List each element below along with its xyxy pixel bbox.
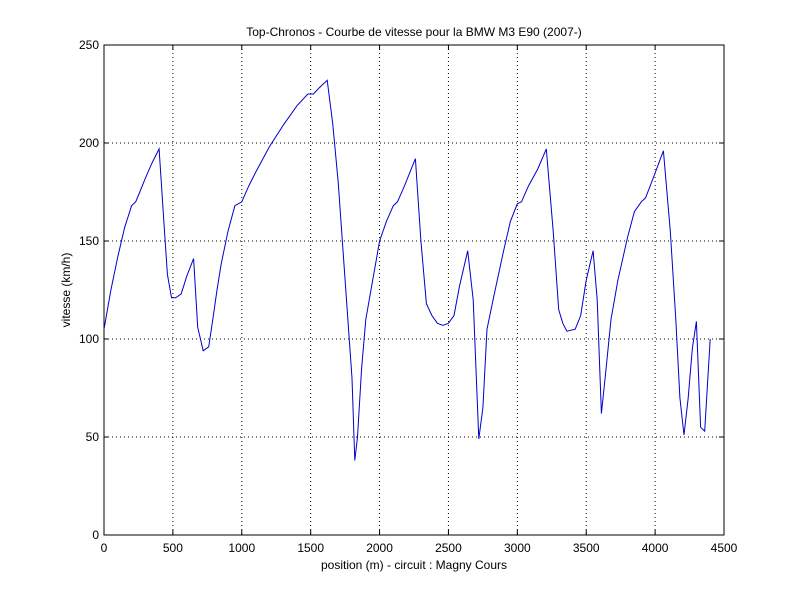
speed-series-line <box>103 79 711 461</box>
y-tick-label: 200 <box>79 136 99 150</box>
x-tick-label: 500 <box>163 541 183 555</box>
y-tick-label: 150 <box>79 234 99 248</box>
y-tick-label: 0 <box>92 528 99 542</box>
x-axis-title: position (m) - circuit : Magny Cours <box>321 558 507 572</box>
x-tick-label: 0 <box>101 541 108 555</box>
x-tick-label: 4500 <box>711 541 738 555</box>
y-axis-title: vitesse (km/h) <box>59 253 73 328</box>
y-tick-label: 250 <box>79 38 99 52</box>
x-tick-label: 3000 <box>504 541 531 555</box>
x-tick-label: 1000 <box>228 541 255 555</box>
plot-area-frame <box>103 44 725 536</box>
chart-title: Top-Chronos - Courbe de vitesse pour la … <box>246 25 581 39</box>
axis-ticks <box>103 44 725 536</box>
y-tick-label: 50 <box>86 430 100 444</box>
x-tick-labels: 0 500 1000 1500 2000 2500 3000 3500 4000 4500 <box>101 541 738 555</box>
grid-lines <box>104 45 724 535</box>
y-tick-label: 100 <box>79 332 99 346</box>
x-tick-label: 4000 <box>642 541 669 555</box>
x-tick-label: 2000 <box>366 541 393 555</box>
y-tick-labels: 0 50 100 150 200 250 <box>79 38 99 542</box>
x-tick-label: 3500 <box>573 541 600 555</box>
x-tick-label: 2500 <box>435 541 462 555</box>
x-tick-label: 1500 <box>297 541 324 555</box>
